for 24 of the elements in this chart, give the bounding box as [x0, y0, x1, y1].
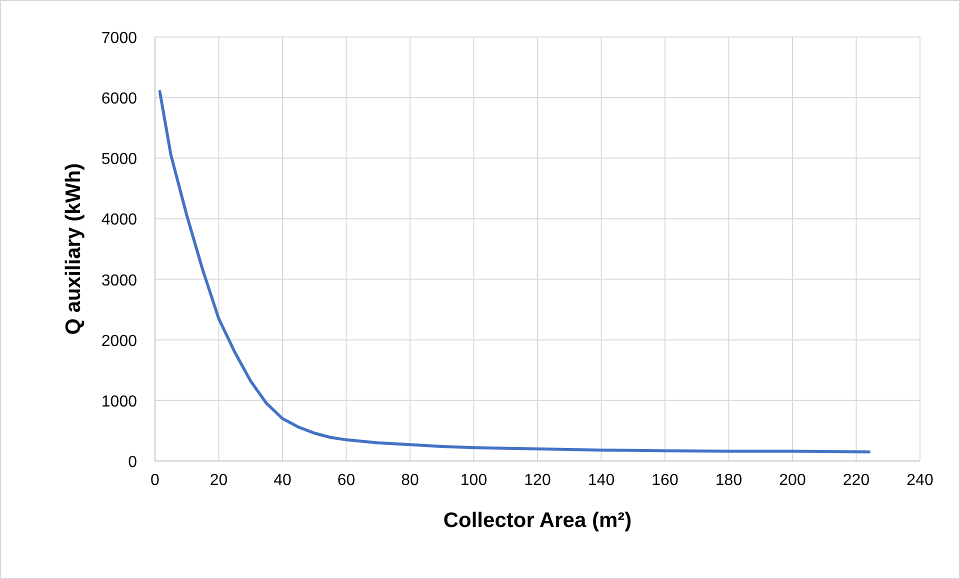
y-tick-label: 5000 — [101, 151, 138, 168]
x-axis-title: Collector Area (m²) — [443, 509, 632, 532]
x-tick-label: 100 — [460, 472, 488, 489]
y-axis-title: Q auxiliary (kWh) — [62, 163, 85, 335]
y-tick-label: 4000 — [101, 212, 138, 229]
x-tick-label: 80 — [401, 472, 419, 489]
y-tick-label: 1000 — [101, 393, 138, 410]
x-tick-label: 40 — [274, 472, 292, 489]
x-tick-label: 120 — [524, 472, 551, 489]
x-tick-label: 160 — [652, 472, 678, 489]
y-tick-label: 0 — [128, 454, 138, 471]
x-tick-label: 140 — [588, 472, 615, 489]
y-tick-label: 7000 — [101, 30, 138, 47]
x-tick-label: 240 — [906, 472, 934, 489]
x-tick-label: 0 — [150, 472, 160, 489]
x-tick-label: 60 — [337, 472, 356, 489]
x-tick-label: 200 — [779, 472, 806, 489]
y-tick-label: 2000 — [101, 332, 138, 350]
x-tick-label: 220 — [842, 472, 870, 489]
y-tick-label: 3000 — [101, 272, 138, 290]
y-tick-label: 6000 — [101, 90, 138, 108]
x-tick-label: 20 — [210, 472, 228, 489]
line-series — [158, 90, 870, 454]
x-tick-label: 180 — [715, 472, 742, 489]
